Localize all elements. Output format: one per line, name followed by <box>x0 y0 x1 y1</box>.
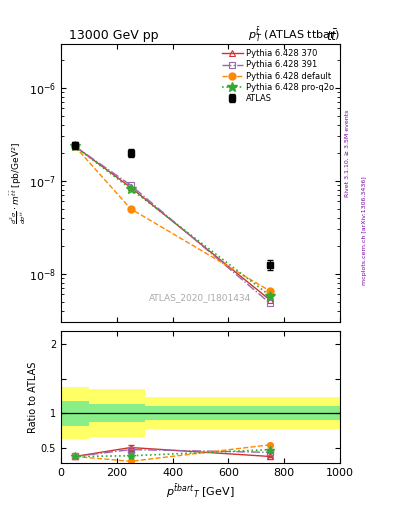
Line: Pythia 6.428 370: Pythia 6.428 370 <box>72 143 274 304</box>
Legend: Pythia 6.428 370, Pythia 6.428 391, Pythia 6.428 default, Pythia 6.428 pro-q2o, : Pythia 6.428 370, Pythia 6.428 391, Pyth… <box>220 48 336 104</box>
X-axis label: $p^{\bar{t}bar{t}}{}_T$ [GeV]: $p^{\bar{t}bar{t}}{}_T$ [GeV] <box>166 482 235 500</box>
Pythia 6.428 default <box>73 143 77 150</box>
Pythia 6.428 370 <box>128 184 133 190</box>
Pythia 6.428 default <box>128 206 133 212</box>
Pythia 6.428 391 <box>73 143 77 150</box>
Pythia 6.428 pro-q2o <box>73 143 77 150</box>
Pythia 6.428 pro-q2o <box>128 186 133 192</box>
Y-axis label: Ratio to ATLAS: Ratio to ATLAS <box>28 361 38 433</box>
Text: $p_T^{\bar{t}}$ (ATLAS ttbar): $p_T^{\bar{t}}$ (ATLAS ttbar) <box>248 25 340 44</box>
Pythia 6.428 370 <box>73 143 77 150</box>
Text: Rivet 3.1.10, ≥ 3.5M events: Rivet 3.1.10, ≥ 3.5M events <box>345 110 350 197</box>
Text: mcplots.cern.ch [arXiv:1306.3436]: mcplots.cern.ch [arXiv:1306.3436] <box>362 176 367 285</box>
Line: Pythia 6.428 default: Pythia 6.428 default <box>72 143 274 294</box>
Pythia 6.428 391 <box>128 182 133 188</box>
Text: 13000 GeV pp: 13000 GeV pp <box>69 29 158 42</box>
Text: ATLAS_2020_I1801434: ATLAS_2020_I1801434 <box>149 293 252 302</box>
Pythia 6.428 391 <box>268 301 273 307</box>
Pythia 6.428 370 <box>268 297 273 303</box>
Y-axis label: $\frac{d^2\sigma}{d\sigma^{\bar{t}\bar{t}}} \cdot m^{\bar{t}\bar{t}}$ [pb/GeV$^2: $\frac{d^2\sigma}{d\sigma^{\bar{t}\bar{t… <box>8 142 28 224</box>
Line: Pythia 6.428 391: Pythia 6.428 391 <box>72 143 274 307</box>
Pythia 6.428 default <box>268 288 273 294</box>
Line: Pythia 6.428 pro-q2o: Pythia 6.428 pro-q2o <box>70 141 275 301</box>
Pythia 6.428 pro-q2o <box>268 293 273 299</box>
Text: $t\bar{t}$: $t\bar{t}$ <box>326 28 338 44</box>
